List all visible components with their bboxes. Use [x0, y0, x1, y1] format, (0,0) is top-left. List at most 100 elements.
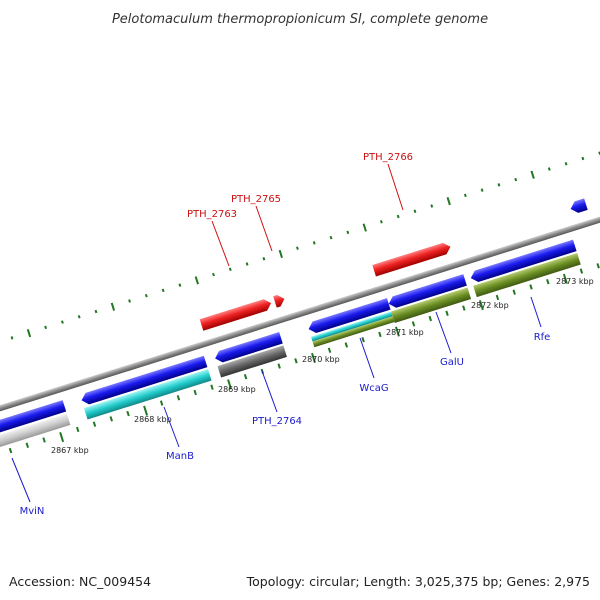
scale-tick	[159, 400, 164, 406]
gene-label-pth2763[interactable]: PTH_2763	[187, 209, 237, 220]
accession-text: Accession: NC_009454	[9, 574, 151, 589]
scale-tick	[462, 305, 466, 311]
gene-arrow-pth2763[interactable]	[199, 297, 273, 331]
scale-tick	[478, 300, 484, 311]
cog-bar-galU[interactable]	[391, 287, 472, 323]
scale-tick	[480, 188, 484, 192]
scale-tick	[396, 214, 400, 219]
leader-line-pth2764	[261, 370, 278, 413]
gene-arrow-pth2764[interactable]	[213, 332, 283, 364]
scale-tick	[193, 389, 197, 396]
gene-labels: MviN ManB PTH_2764 WcaG GalU Rfe PTH_276…	[20, 152, 551, 517]
gene-label-rfe[interactable]: Rfe	[534, 332, 551, 343]
leader-line-wcaG	[359, 337, 375, 379]
scale-label: 2870 kbp	[302, 355, 340, 364]
scale-tick	[92, 421, 97, 427]
scale-tick	[194, 276, 200, 285]
scale-tick	[110, 302, 116, 311]
scale-tick	[144, 293, 148, 298]
topology-text: Topology: circular; Length: 3,025,375 bp…	[246, 574, 590, 589]
scale-tick	[512, 289, 516, 295]
scale-tick	[446, 197, 451, 206]
scale-tick	[26, 328, 32, 338]
gene-label-pth2765[interactable]: PTH_2765	[231, 194, 281, 205]
scale-label: 2872 kbp	[471, 301, 509, 310]
scale-tick	[178, 283, 182, 287]
scale-tick	[109, 416, 113, 422]
gene-arrow-forward-edge[interactable]	[569, 198, 588, 214]
scale-tick	[497, 183, 501, 187]
cog-bar-wcaG-olive[interactable]	[312, 316, 395, 348]
scale-tick	[581, 156, 585, 161]
cog-bar-wcaG-cyan[interactable]	[311, 311, 393, 342]
scale-tick	[379, 220, 383, 224]
scale-tick	[428, 315, 432, 322]
outer-tick-track	[10, 151, 600, 340]
scale-tick	[243, 373, 248, 380]
scale-tick	[378, 331, 382, 338]
scale-tick	[327, 347, 332, 353]
gene-label-mviN[interactable]: MviN	[20, 506, 45, 517]
scale-tick	[60, 320, 64, 324]
gene-label-galU[interactable]: GalU	[440, 357, 464, 368]
scale-tick	[8, 447, 13, 454]
leader-line-mviN	[11, 457, 31, 503]
scale-tick	[463, 193, 467, 198]
scale-tick	[262, 257, 266, 261]
scale-label: 2871 kbp	[386, 328, 424, 337]
gene-label-pth2766[interactable]: PTH_2766	[363, 152, 413, 163]
map-title: Pelotomaculum thermopropionicum SI, comp…	[112, 12, 488, 27]
leader-line-pth2765	[255, 205, 273, 252]
gene-arrow-rfe[interactable]	[469, 239, 577, 284]
cog-bar-mviN[interactable]	[0, 413, 71, 452]
scale-tick	[59, 432, 65, 443]
reverse-strand-genes	[0, 239, 577, 438]
scale-tick	[346, 230, 350, 235]
scale-tick	[44, 325, 48, 330]
cog-bar-rfe[interactable]	[473, 253, 581, 298]
label-leader-lines	[11, 163, 542, 503]
inner-tick-track	[8, 263, 600, 454]
gene-label-manB[interactable]: ManB	[166, 451, 194, 462]
scale-tick	[394, 326, 400, 337]
scale-tick	[361, 337, 365, 343]
scale-tick	[278, 249, 283, 259]
scale-tick	[530, 170, 535, 179]
scale-tick	[362, 223, 367, 232]
genome-backbone	[0, 203, 600, 425]
gene-label-pth2764[interactable]: PTH_2764	[252, 416, 302, 427]
gene-label-wcaG[interactable]: WcaG	[359, 383, 388, 394]
scale-tick	[176, 395, 181, 401]
gene-arrow-pth2765[interactable]	[273, 293, 286, 308]
scale-tick	[445, 310, 449, 317]
scale-tick	[296, 246, 299, 250]
scale-tick	[210, 384, 214, 390]
scale-tick	[227, 379, 232, 390]
scale-tick	[94, 309, 98, 314]
gene-arrow-pth2766[interactable]	[372, 241, 452, 277]
scale-tick	[564, 162, 568, 166]
forward-strand-genes	[199, 198, 588, 331]
gene-arrow-manB[interactable]	[80, 355, 208, 406]
scale-tick	[413, 209, 417, 213]
scale-tick	[547, 167, 551, 171]
scale-tick	[529, 284, 533, 290]
gene-arrow-mviN[interactable]	[0, 400, 67, 438]
scale-tick	[212, 272, 215, 277]
scale-tick	[312, 241, 316, 245]
scale-tick	[10, 336, 14, 340]
scale-tick	[77, 315, 81, 319]
scale-tick	[294, 358, 298, 364]
scale-label: 2873 kbp	[556, 277, 594, 286]
scale-tick	[495, 294, 500, 301]
cog-bar-manB[interactable]	[83, 369, 212, 420]
scale-tick	[344, 342, 349, 348]
cog-bar-pth2764[interactable]	[217, 345, 287, 378]
scale-tick	[311, 352, 316, 363]
scale-tick	[143, 405, 149, 416]
cog-category-track	[0, 253, 581, 452]
scale-tick	[75, 426, 80, 433]
gene-arrow-galU[interactable]	[387, 274, 467, 309]
gene-arrow-wcaG[interactable]	[307, 298, 391, 335]
